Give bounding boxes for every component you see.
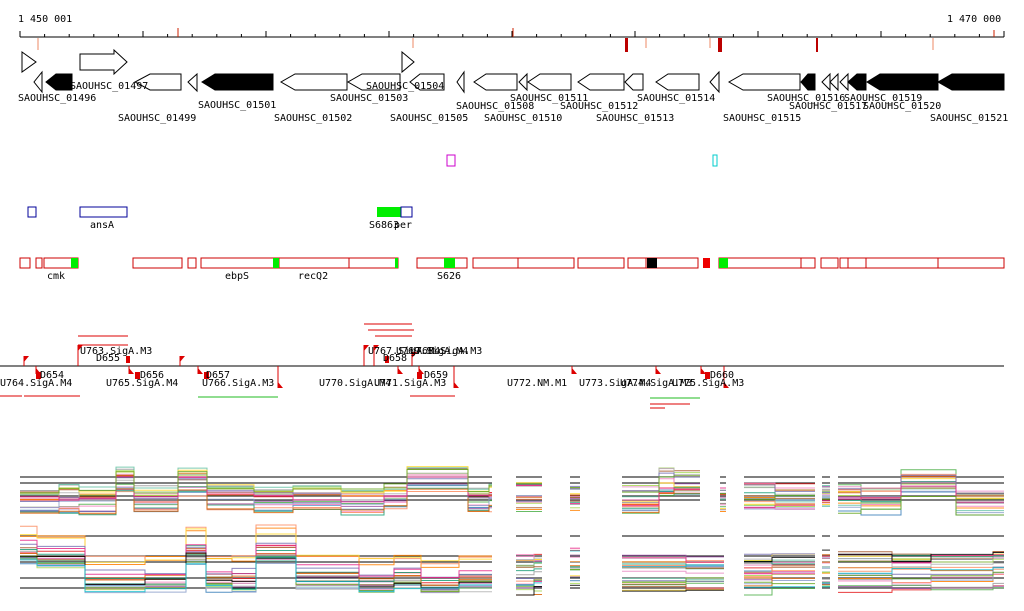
promoter-label: D660 <box>710 370 734 381</box>
promoter-label: U768.SigA.M3 <box>410 346 482 357</box>
feature-label: S626 <box>437 271 461 282</box>
promoter-label: U769.SigA.M4 <box>396 346 468 357</box>
feature-label: recQ2 <box>298 271 328 282</box>
coordinate-ruler: 1 450 001 1 470 000 <box>18 14 1005 52</box>
promoter-label: U766.SigA.M3 <box>202 378 274 389</box>
feature-label: per <box>394 220 412 231</box>
gene-label: SAOUHSC_01519 <box>844 93 922 104</box>
promoter-label: U764.SigA.M4 <box>0 378 72 389</box>
promoter-label: U774.SigA.M3 <box>620 378 692 389</box>
red-feature-track <box>19 257 1005 269</box>
promoter-label: D658 <box>383 353 407 364</box>
promoter-label: D655 <box>96 353 120 364</box>
gene-label: SAOUHSC_01513 <box>596 113 674 124</box>
promoter-label: U772.NM.M1 <box>507 378 567 389</box>
ruler-start: 1 450 001 <box>18 14 72 25</box>
promoter-label: D656 <box>140 370 164 381</box>
promoter-track <box>0 323 1004 409</box>
promoter-label: U770.SigA.M4 <box>319 378 391 389</box>
gene-label: SAOUHSC_01514 <box>637 93 715 104</box>
gene-label: SAOUHSC_01510 <box>484 113 562 124</box>
gene-label: SAOUHSC_01501 <box>198 100 276 111</box>
ruler-end: 1 470 000 <box>947 14 1001 25</box>
cyan-marker <box>712 154 718 167</box>
red-feature-labels: cmk ebpS recQ2 S626 <box>47 271 461 282</box>
gene-label: SAOUHSC_01497 <box>70 81 148 92</box>
blue-feature-track <box>27 206 413 218</box>
promoter-label: U775.SigA.M3 <box>672 378 744 389</box>
gene-label: SAOUHSC_01502 <box>274 113 352 124</box>
gene-label: SAOUHSC_01503 <box>330 93 408 104</box>
feature-label: ebpS <box>225 271 249 282</box>
gene-label: SAOUHSC_01499 <box>118 113 196 124</box>
feature-label: ansA <box>90 220 114 231</box>
ruler-ticks <box>19 31 1005 37</box>
gene-label: SAOUHSC_01516 <box>767 93 845 104</box>
gene-track <box>21 48 1005 94</box>
gene-label: SAOUHSC_01521 <box>930 113 1008 124</box>
gene-label: SAOUHSC_01520 <box>863 101 941 112</box>
gene-label: SAOUHSC_01512 <box>560 101 638 112</box>
promoter-label: D657 <box>206 370 230 381</box>
feature-label: S6863 <box>369 220 399 231</box>
promoter-label: U767.SigA.M4 <box>368 346 440 357</box>
feature-label: cmk <box>47 271 65 282</box>
magenta-marker <box>446 154 456 167</box>
promoter-label: U763.SigA.M3 <box>80 346 152 357</box>
gene-labels: SAOUHSC_01496SAOUHSC_01497SAOUHSC_01501S… <box>18 81 1008 124</box>
promoter-label: D659 <box>424 370 448 381</box>
expression-plot-top <box>20 466 1004 516</box>
gene-label: SAOUHSC_01505 <box>390 113 468 124</box>
gene-label: SAOUHSC_01515 <box>723 113 801 124</box>
expression-plot-bottom <box>20 524 1004 596</box>
promoter-label: U773.SigA.M4 <box>579 378 651 389</box>
promoter-label: U765.SigA.M4 <box>106 378 178 389</box>
gene-label: SAOUHSC_01496 <box>18 93 96 104</box>
promoter-label: D654 <box>40 370 64 381</box>
promoter-label: U771.SigA.M3 <box>374 378 446 389</box>
gene-label: SAOUHSC_01508 <box>456 101 534 112</box>
red-track-fills <box>71 258 728 268</box>
gene-label: SAOUHSC_01511 <box>510 93 588 104</box>
gene-label: SAOUHSC_01504 <box>366 81 444 92</box>
gene-label: SAOUHSC_01517 <box>789 101 867 112</box>
